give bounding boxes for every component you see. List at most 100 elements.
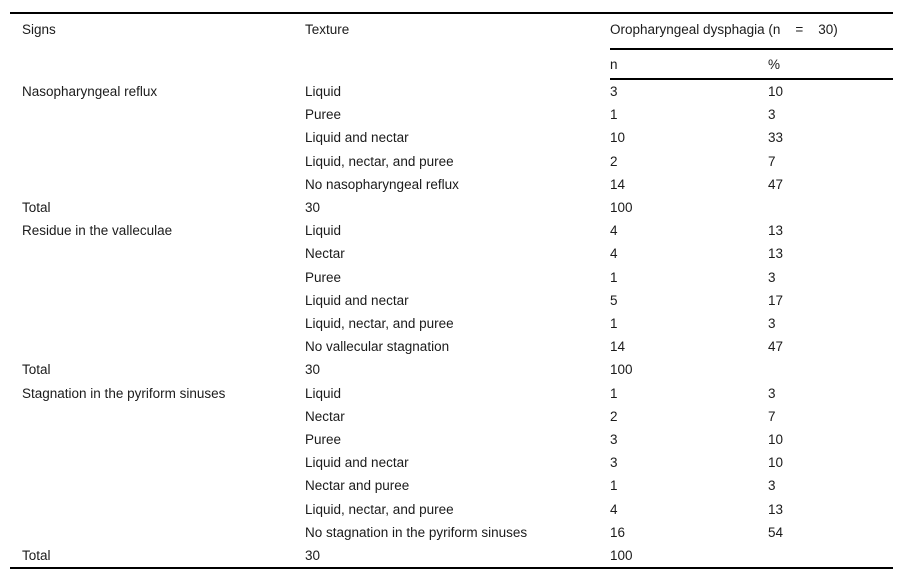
table-row: Nectar 4 13 — [10, 242, 893, 265]
cell-n: 4 — [610, 246, 618, 262]
cell-texture: No nasopharyngeal reflux — [305, 176, 459, 192]
table-row: Total 30 100 — [10, 196, 893, 219]
table-row: No stagnation in the pyriform sinuses 16 5… — [10, 521, 893, 544]
cell-n: 10 — [610, 130, 626, 146]
cell-n: 1 — [610, 107, 618, 123]
table-header: Signs Texture Oropharyngeal dysphagia (n… — [10, 13, 894, 80]
cell-texture: Nectar — [305, 408, 345, 424]
cell-percent: 13 — [768, 501, 784, 517]
table-row: Nectar and puree 1 3 — [10, 474, 893, 497]
cell-texture: Liquid — [305, 83, 342, 99]
cell-texture: 30 — [305, 200, 321, 216]
cell-signs — [10, 126, 305, 149]
table-row: Residue in the valleculae Liquid 4 13 — [10, 219, 893, 242]
cell-texture: Liquid — [305, 385, 342, 401]
cell-percent: 47 — [768, 176, 784, 192]
table-row: No vallecular stagnation 14 47 — [10, 335, 893, 358]
cell-signs — [10, 266, 305, 289]
cell-texture: Liquid and nectar — [305, 130, 409, 146]
table-row: Liquid, nectar, and puree 1 3 — [10, 312, 893, 335]
table-row: No nasopharyngeal reflux 14 47 — [10, 173, 893, 196]
cell-percent: 33 — [768, 130, 784, 146]
cell-signs: Nasopharyngeal reflux — [22, 83, 158, 99]
cell-n: 100 — [610, 200, 633, 216]
cell-texture: No vallecular stagnation — [305, 339, 450, 355]
cell-n: 3 — [610, 84, 618, 99]
cell-signs: Total — [22, 362, 51, 378]
cell-texture: Liquid, nectar, and puree — [305, 316, 454, 332]
cell-signs — [10, 498, 305, 521]
cell-n: 4 — [610, 501, 618, 517]
cell-texture: Nectar and puree — [305, 478, 410, 494]
cell-signs — [10, 150, 305, 173]
cell-signs — [10, 242, 305, 265]
cell-texture: 30 — [305, 548, 321, 564]
cell-n: 1 — [610, 385, 618, 401]
cell-signs — [10, 405, 305, 428]
dysphagia-table: Signs Texture Oropharyngeal dysphagia (n… — [10, 12, 894, 570]
cell-percent: 47 — [768, 339, 784, 355]
cell-percent: 10 — [768, 432, 784, 448]
cell-percent: 10 — [768, 84, 784, 99]
table-row: Liquid, nectar, and puree 2 7 — [10, 150, 893, 173]
col-header-signs: Signs — [22, 22, 56, 37]
cell-n: 4 — [610, 223, 618, 239]
cell-percent: 13 — [768, 246, 784, 262]
table-row: Puree 1 3 — [10, 266, 893, 289]
cell-n: 3 — [610, 455, 618, 471]
cell-texture: Liquid and nectar — [305, 292, 409, 308]
table-row: Stagnation in the pyriform sinuses Liquid… — [10, 382, 893, 405]
table-row: Nectar 2 7 — [10, 405, 893, 428]
col-header-group: Oropharyngeal dysphagia (n = 30) — [610, 13, 894, 50]
cell-n: 1 — [610, 269, 618, 285]
cell-signs — [10, 335, 305, 358]
cell-signs: Total — [22, 200, 51, 216]
cell-texture: Liquid — [305, 223, 342, 239]
cell-n: 2 — [610, 408, 618, 424]
table-row: Puree 3 10 — [10, 428, 893, 451]
table-body: Nasopharyngeal reflux Liquid 3 10 Puree 1 3 Liq… — [10, 79, 893, 568]
cell-signs — [10, 289, 305, 312]
cell-percent: 54 — [768, 524, 784, 540]
cell-signs — [10, 451, 305, 474]
cell-texture: Nectar — [305, 246, 345, 262]
cell-signs: Residue in the valleculae — [22, 223, 173, 239]
cell-percent: 3 — [768, 107, 776, 123]
cell-percent: 7 — [768, 153, 776, 169]
table-row: Liquid, nectar, and puree 4 13 — [10, 498, 893, 521]
cell-percent: 3 — [768, 385, 776, 401]
cell-percent: 3 — [768, 316, 776, 332]
cell-percent — [768, 196, 893, 219]
cell-n: 1 — [610, 316, 618, 332]
cell-percent — [768, 544, 893, 568]
cell-percent: 3 — [768, 269, 776, 285]
cell-signs — [10, 103, 305, 126]
cell-signs: Total — [22, 548, 51, 564]
cell-n: 100 — [610, 362, 633, 378]
cell-percent — [768, 358, 893, 381]
cell-signs — [10, 521, 305, 544]
cell-n: 2 — [610, 153, 618, 169]
table-row: Total 30 100 — [10, 358, 893, 381]
cell-percent: 10 — [768, 455, 784, 471]
table-row: Puree 1 3 — [10, 103, 893, 126]
cell-n: 5 — [610, 292, 618, 308]
cell-texture: Puree — [305, 432, 342, 448]
col-header-texture: Texture — [305, 22, 350, 37]
cell-signs — [10, 173, 305, 196]
table-row: Liquid and nectar 10 33 — [10, 126, 893, 149]
cell-n: 100 — [610, 548, 633, 564]
cell-texture: Liquid and nectar — [305, 455, 409, 471]
cell-texture: No stagnation in the pyriform sinuses — [305, 524, 528, 540]
cell-n: 1 — [610, 478, 618, 494]
cell-percent: 7 — [768, 408, 776, 424]
cell-texture: Puree — [305, 107, 342, 123]
cell-percent: 17 — [768, 292, 784, 308]
cell-n: 14 — [610, 176, 626, 192]
cell-signs — [10, 474, 305, 497]
cell-n: 3 — [610, 432, 618, 448]
table-row: Liquid and nectar 5 17 — [10, 289, 893, 312]
cell-texture: Puree — [305, 269, 342, 285]
cell-texture: Liquid, nectar, and puree — [305, 153, 454, 169]
